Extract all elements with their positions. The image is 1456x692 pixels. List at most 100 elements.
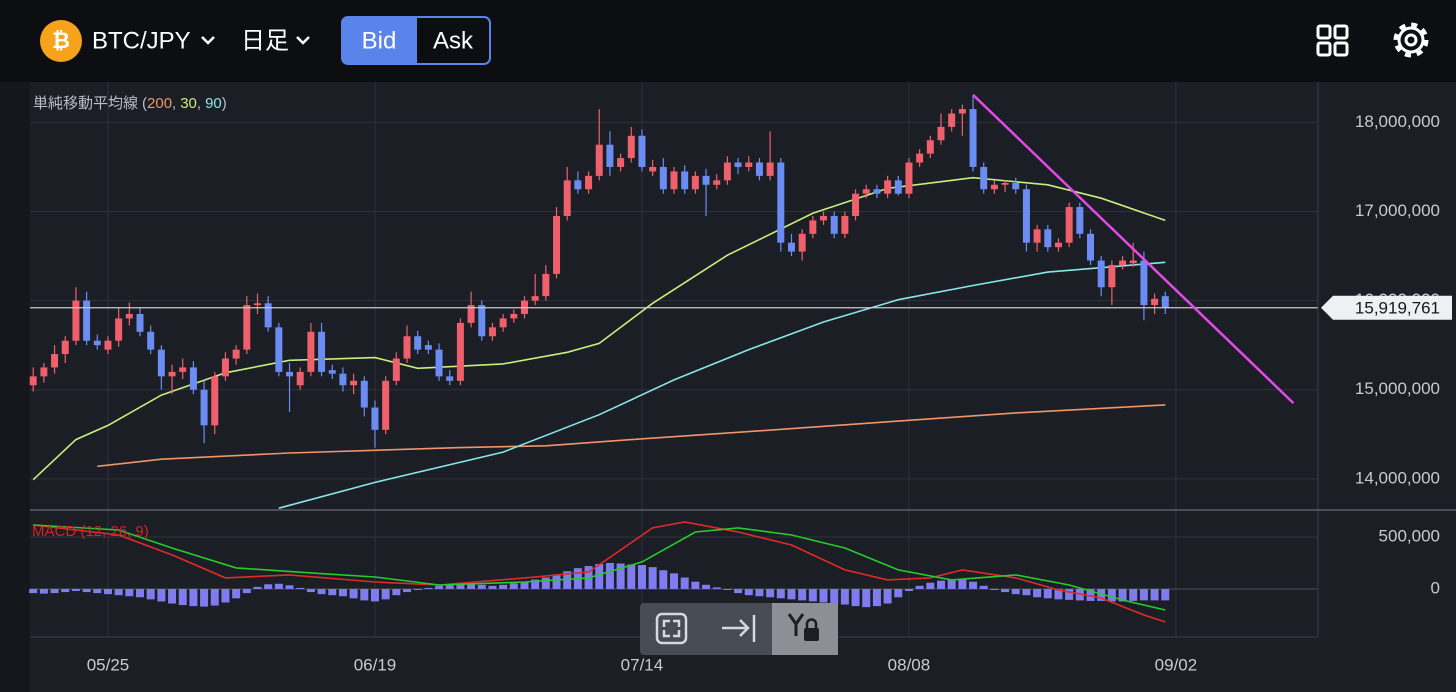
candle-body: [948, 113, 956, 127]
ask-label: Ask: [433, 27, 474, 54]
histogram-bar: [744, 588, 753, 596]
legend-separator: ,: [197, 95, 201, 112]
candle-body: [168, 371, 176, 377]
candle-body: [382, 380, 390, 430]
candle-body: [1108, 264, 1116, 288]
candle-body: [200, 389, 208, 426]
candle-body: [147, 331, 155, 350]
histogram-bar: [360, 588, 369, 601]
x-tick-label: 09/02: [1155, 655, 1198, 674]
histogram-bar: [883, 588, 892, 604]
candle-body: [125, 313, 133, 319]
pair-selector[interactable]: ₿ BTC/JPY: [40, 20, 215, 62]
histogram-bar: [819, 588, 828, 603]
histogram-bar: [370, 588, 379, 602]
histogram-bar: [221, 588, 230, 603]
legend-entry: 90: [205, 95, 222, 112]
histogram-bar: [264, 584, 273, 589]
histogram-bar: [979, 585, 988, 589]
histogram-bar: [605, 562, 614, 589]
candle-body: [40, 367, 48, 377]
lock-shackle: [805, 618, 818, 628]
histogram-bar: [1065, 588, 1074, 600]
timeframe-label: 日足: [241, 27, 289, 54]
layout-icon-cell: [1316, 24, 1332, 40]
histogram-bar: [146, 588, 155, 600]
candle-body: [157, 349, 165, 377]
histogram-bar: [862, 588, 871, 608]
histogram-bar: [563, 571, 572, 589]
histogram-bar: [776, 588, 785, 599]
fit-icon-frame: [655, 612, 688, 645]
bid-button[interactable]: Bid: [342, 17, 417, 64]
histogram-bar: [766, 588, 775, 598]
x-tick-label: 07/14: [621, 655, 664, 674]
y-tick-label: 15,000,000: [1355, 379, 1440, 398]
fit-button[interactable]: [655, 612, 688, 645]
y-tick-label: 17,000,000: [1355, 201, 1440, 220]
histogram-bar: [926, 582, 935, 589]
candle-body: [1119, 260, 1127, 265]
last-price-tag: [1321, 295, 1452, 320]
histogram-bar: [477, 584, 486, 589]
settings-button[interactable]: [1393, 22, 1429, 58]
histogram-bar: [168, 588, 177, 604]
histogram-bar: [82, 588, 91, 593]
histogram-bar: [488, 585, 497, 589]
histogram-bar: [50, 588, 59, 594]
candle-body: [264, 303, 272, 328]
histogram-bar: [392, 588, 401, 596]
histogram-bar: [253, 586, 262, 589]
candle-body: [563, 180, 571, 216]
candle-body: [61, 340, 69, 355]
candle-body: [1065, 207, 1073, 243]
histogram-bar: [840, 588, 849, 605]
candle-body: [29, 376, 37, 386]
y-lock-button[interactable]: [772, 603, 838, 655]
candle-body: [702, 175, 710, 185]
histogram-bar: [1107, 588, 1116, 602]
timeframe-selector[interactable]: 日足: [241, 27, 310, 54]
candle-body: [670, 171, 678, 190]
macd-line: [33, 524, 1166, 611]
candle-body: [916, 153, 924, 163]
histogram-bar: [947, 579, 956, 589]
candle-body: [318, 331, 326, 372]
scroll-end-button[interactable]: [722, 615, 756, 642]
candle-body: [745, 162, 753, 167]
chart-background: [0, 82, 1456, 692]
histogram-bar: [1129, 588, 1138, 601]
y-tick-label: 0: [1431, 578, 1440, 597]
candle-body: [649, 166, 657, 172]
indicator-name: 単純移動平均線: [33, 95, 138, 112]
candle-body: [51, 354, 59, 368]
candle-body: [456, 322, 464, 381]
histogram-bar: [1097, 588, 1106, 601]
candle-body: [659, 166, 667, 190]
histogram-bar: [637, 565, 646, 589]
histogram-bar: [435, 585, 444, 589]
legend-entry: 200: [147, 95, 172, 112]
histogram-bar: [787, 588, 796, 600]
x-tick-label: 06/19: [354, 655, 397, 674]
histogram-bar: [541, 577, 550, 589]
candle-body: [275, 327, 283, 372]
layout-button[interactable]: [1316, 24, 1349, 57]
candle-body: [1151, 298, 1159, 306]
histogram-bar: [894, 588, 903, 598]
histogram-bar: [1150, 588, 1159, 601]
macd-title: MACD (12, 26, 9): [32, 523, 149, 540]
candle-body: [542, 273, 550, 297]
histogram-bar: [157, 588, 166, 602]
gear-teeth: [1393, 22, 1429, 58]
x-tick-label: 08/08: [888, 655, 931, 674]
histogram-bar: [680, 577, 689, 589]
histogram-bar: [936, 580, 945, 589]
candle-body: [852, 193, 860, 216]
moving-average-line: [32, 176, 1166, 481]
candle-body: [296, 371, 304, 386]
histogram-bar: [723, 588, 732, 590]
candle-body: [905, 162, 913, 194]
ask-button[interactable]: Ask: [418, 19, 488, 62]
